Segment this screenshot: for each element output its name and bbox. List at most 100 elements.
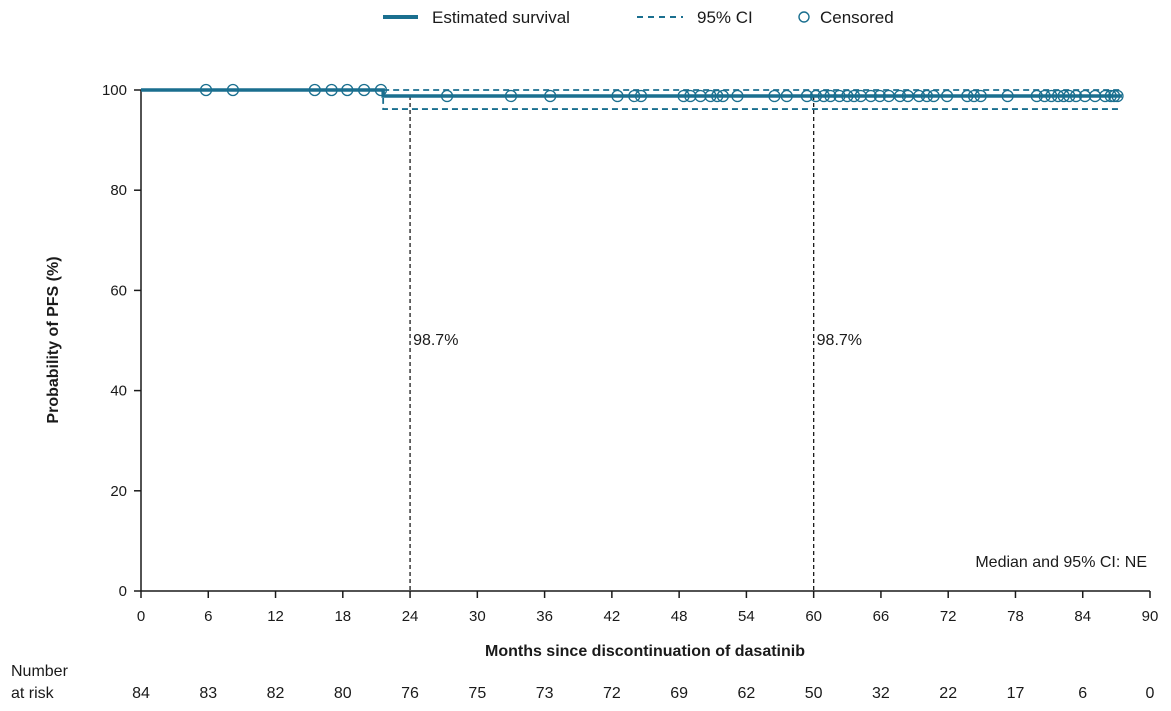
legend-survival-label: Estimated survival [432, 8, 570, 27]
x-tick-label: 36 [536, 608, 553, 625]
y-tick-label: 100 [102, 82, 127, 99]
at-risk-count: 76 [401, 685, 419, 702]
y-axis-title: Probability of PFS (%) [45, 256, 62, 423]
series-group [141, 88, 1122, 110]
censored-point [544, 89, 557, 103]
censored-point [1107, 89, 1121, 103]
censored-point [325, 83, 338, 97]
legend: Estimated survival 95% CI Censored [383, 8, 894, 27]
censored-point [912, 89, 926, 103]
censored-point [308, 83, 321, 97]
at-risk-count: 73 [536, 685, 554, 702]
censored-point [961, 89, 974, 103]
censored-point [873, 89, 886, 103]
at-risk-label-line1: Number [11, 663, 69, 680]
censored-point [226, 83, 240, 97]
censored-point [927, 89, 940, 103]
censored-point [809, 89, 823, 103]
censored-point [833, 89, 846, 103]
y-tick-label: 60 [110, 282, 127, 299]
x-tick-label: 90 [1142, 608, 1159, 625]
y-ticks: 0 20 40 60 80 100 [102, 82, 141, 600]
legend-censored-label: Censored [820, 8, 894, 27]
y-tick-label: 40 [110, 383, 127, 400]
at-risk-count: 50 [805, 685, 823, 702]
censored-point [847, 89, 861, 103]
x-tick-label: 24 [402, 608, 419, 625]
censored-point [920, 89, 934, 103]
x-tick-label: 78 [1007, 608, 1024, 625]
censored-point [768, 89, 781, 103]
censored-point [864, 89, 877, 103]
censored-point [1057, 89, 1070, 103]
at-risk-count: 83 [199, 685, 217, 702]
censored-point [800, 89, 814, 103]
x-tick-label: 18 [334, 608, 351, 625]
at-risk-label-line2: at risk [11, 685, 55, 702]
censored-point [374, 83, 388, 97]
censored-point [440, 89, 454, 103]
x-ticks: 0 6 12 18 24 30 36 42 48 54 60 66 72 78 84 90 [137, 591, 1159, 625]
reference-lines: 98.7% 98.7% [409, 96, 862, 591]
at-risk-count: 62 [738, 685, 756, 702]
at-risk-count: 72 [603, 685, 621, 702]
censored-point [1038, 89, 1051, 103]
censored-point [1030, 89, 1043, 103]
censored-point [882, 89, 895, 103]
at-risk-count: 84 [132, 685, 150, 702]
x-tick-label: 72 [940, 608, 957, 625]
x-tick-label: 48 [671, 608, 688, 625]
censored-point [199, 83, 213, 97]
x-tick-label: 54 [738, 608, 755, 625]
censored-point [1099, 89, 1112, 103]
at-risk-count: 22 [939, 685, 957, 702]
x-tick-label: 60 [805, 608, 822, 625]
censored-markers [199, 83, 1124, 103]
y-tick-label: 0 [119, 583, 127, 600]
censored-point [854, 89, 867, 103]
censored-point [341, 83, 354, 97]
censored-point [1111, 89, 1124, 103]
censored-point [967, 89, 981, 103]
at-risk-count: 0 [1146, 685, 1155, 702]
censored-point [1069, 89, 1083, 103]
censored-point [634, 89, 648, 103]
x-tick-label: 66 [873, 608, 890, 625]
censored-point [1045, 89, 1058, 103]
censored-point [817, 89, 830, 103]
median-annotation: Median and 95% CI: NE [975, 554, 1147, 571]
censored-point [780, 89, 793, 103]
x-tick-label: 12 [267, 608, 284, 625]
y-tick-label: 20 [110, 483, 127, 500]
censored-point [504, 89, 518, 103]
censored-point [357, 83, 371, 97]
censored-point [677, 89, 690, 103]
at-risk-count: 6 [1078, 685, 1087, 702]
at-risk-count: 82 [267, 685, 285, 702]
at-risk-count: 75 [468, 685, 486, 702]
x-tick-label: 6 [204, 608, 212, 625]
at-risk-count: 80 [334, 685, 352, 702]
censored-point [940, 89, 954, 103]
x-axis-title: Months since discontinuation of dasatini… [485, 643, 805, 660]
censored-point [628, 89, 641, 103]
censored-point [611, 89, 624, 103]
at-risk-count: 69 [670, 685, 688, 702]
ci-line [141, 89, 1122, 110]
censored-point [1088, 89, 1102, 103]
censored-point [1078, 89, 1092, 103]
legend-ci-label: 95% CI [697, 8, 753, 27]
censored-point [1063, 89, 1076, 103]
legend-censored-marker [798, 11, 810, 23]
censored-point [1104, 89, 1117, 103]
at-risk-count: 32 [872, 685, 890, 702]
censored-point [731, 89, 744, 103]
x-tick-label: 42 [604, 608, 621, 625]
censored-point [694, 89, 707, 103]
y-tick-label: 80 [110, 182, 127, 199]
x-tick-label: 30 [469, 608, 486, 625]
censored-point [841, 89, 854, 103]
x-tick-label: 84 [1074, 608, 1091, 625]
censored-point [704, 89, 717, 103]
x-tick-label: 0 [137, 608, 145, 625]
